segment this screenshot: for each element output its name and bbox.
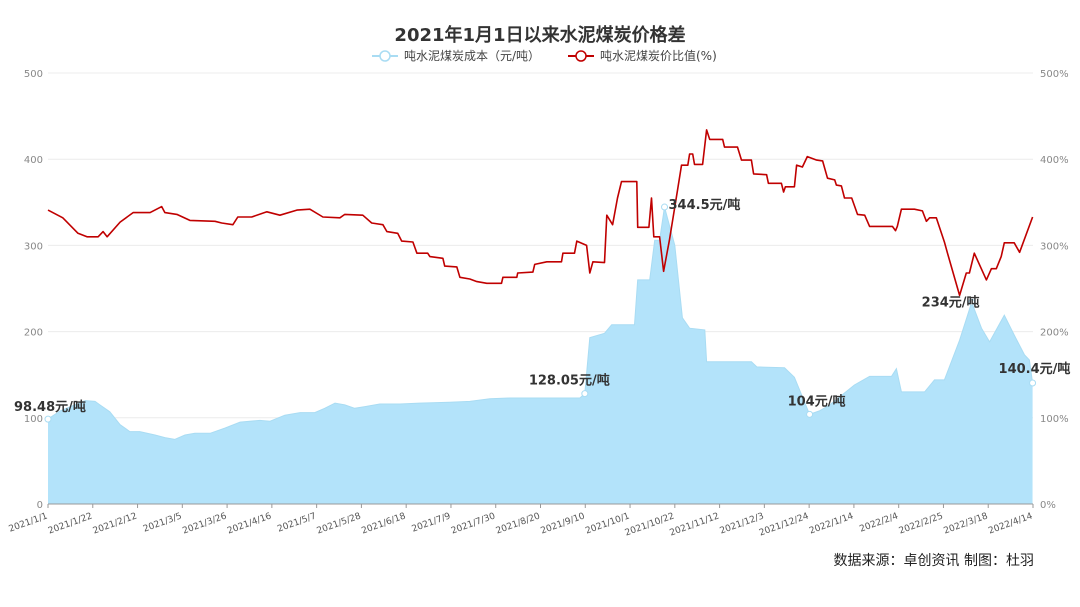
right-tick-label: 200% bbox=[1040, 328, 1069, 339]
x-tick-label: 2021/5/28 bbox=[316, 511, 363, 536]
x-tick-label: 2022/1/14 bbox=[808, 511, 855, 536]
right-tick-label: 300% bbox=[1040, 241, 1069, 252]
x-tick-label: 2021/8/20 bbox=[495, 511, 542, 536]
left-tick-label: 200 bbox=[24, 328, 43, 339]
x-tick-label: 2021/10/22 bbox=[624, 511, 676, 538]
legend-ratio-label: 吨水泥煤炭价比值(%) bbox=[600, 48, 717, 63]
data-label: 128.05元/吨 bbox=[529, 373, 610, 389]
ratio-line bbox=[47, 129, 1034, 297]
x-tick-label: 2021/3/5 bbox=[142, 511, 183, 534]
data-label: 140.4元/吨 bbox=[999, 361, 1071, 377]
legend-cost-label: 吨水泥煤炭成本（元/吨） bbox=[404, 49, 540, 63]
left-tick-label: 300 bbox=[24, 241, 43, 252]
annotation-marker bbox=[968, 298, 976, 306]
left-tick-label: 0 bbox=[37, 500, 43, 511]
data-label: 234元/吨 bbox=[922, 294, 980, 310]
x-tick-label: 2021/5/7 bbox=[276, 511, 317, 534]
x-tick-label: 2021/1/1 bbox=[8, 511, 49, 534]
x-tick-label: 2021/7/9 bbox=[411, 511, 453, 534]
x-tick-label: 2021/4/16 bbox=[226, 511, 273, 536]
left-axis: 0 100 200 300 400 500 bbox=[24, 69, 43, 511]
x-tick-label: 2022/2/25 bbox=[898, 511, 945, 536]
x-tick-label: 2022/3/18 bbox=[942, 511, 989, 536]
right-tick-label: 400% bbox=[1040, 155, 1069, 166]
right-tick-label: 100% bbox=[1040, 414, 1069, 425]
plot-area bbox=[47, 129, 1034, 504]
legend-item-cost[interactable]: 吨水泥煤炭成本（元/吨） bbox=[372, 49, 540, 63]
x-tick-label: 2021/6/18 bbox=[360, 511, 407, 536]
x-tick-label: 2021/1/22 bbox=[47, 511, 94, 536]
annotation-marker bbox=[661, 203, 669, 211]
annotation-marker bbox=[806, 410, 814, 418]
legend-item-ratio[interactable]: 吨水泥煤炭价比值(%) bbox=[568, 48, 717, 63]
annotation-marker bbox=[1029, 379, 1037, 387]
x-tick-label: 2021/12/24 bbox=[758, 511, 810, 538]
x-tick-label: 2021/3/26 bbox=[181, 511, 228, 536]
x-tick-label: 2022/2/4 bbox=[858, 511, 900, 534]
data-label: 98.48元/吨 bbox=[14, 399, 86, 415]
legend-ratio-marker-icon bbox=[575, 50, 587, 62]
x-tick-label: 2021/7/30 bbox=[450, 511, 497, 536]
chart-title: 2021年1月1日以来水泥煤炭价格差 bbox=[394, 24, 685, 46]
grid bbox=[48, 72, 1033, 419]
x-tick-label: 2021/2/12 bbox=[92, 511, 139, 536]
x-tick-label: 2021/9/10 bbox=[540, 511, 587, 536]
annotation-marker bbox=[44, 415, 52, 423]
right-axis: 0% 100% 200% 300% 400% 500% bbox=[1040, 69, 1069, 511]
legend-cost-marker-icon bbox=[379, 50, 391, 62]
x-tick-label: 2021/11/12 bbox=[668, 511, 720, 538]
left-tick-label: 500 bbox=[24, 69, 43, 80]
left-tick-label: 100 bbox=[24, 414, 43, 425]
left-tick-label: 400 bbox=[24, 155, 43, 166]
data-label: 104元/吨 bbox=[788, 393, 846, 409]
data-labels: 98.48元/吨 128.05元/吨 344.5元/吨 104元/吨 234元/吨 140… bbox=[14, 197, 1071, 423]
cost-line bbox=[47, 206, 1034, 440]
x-tick-label: 2022/4/14 bbox=[987, 511, 1034, 536]
data-label: 344.5元/吨 bbox=[669, 197, 741, 213]
source-note: 数据来源：卓创资讯 制图：杜羽 bbox=[833, 553, 1034, 569]
right-tick-label: 0% bbox=[1040, 500, 1056, 511]
cost-area bbox=[48, 207, 1033, 504]
legend: 吨水泥煤炭成本（元/吨） 吨水泥煤炭价比值(%) bbox=[372, 48, 717, 63]
annotation-marker bbox=[581, 390, 589, 398]
right-tick-label: 500% bbox=[1040, 69, 1069, 80]
